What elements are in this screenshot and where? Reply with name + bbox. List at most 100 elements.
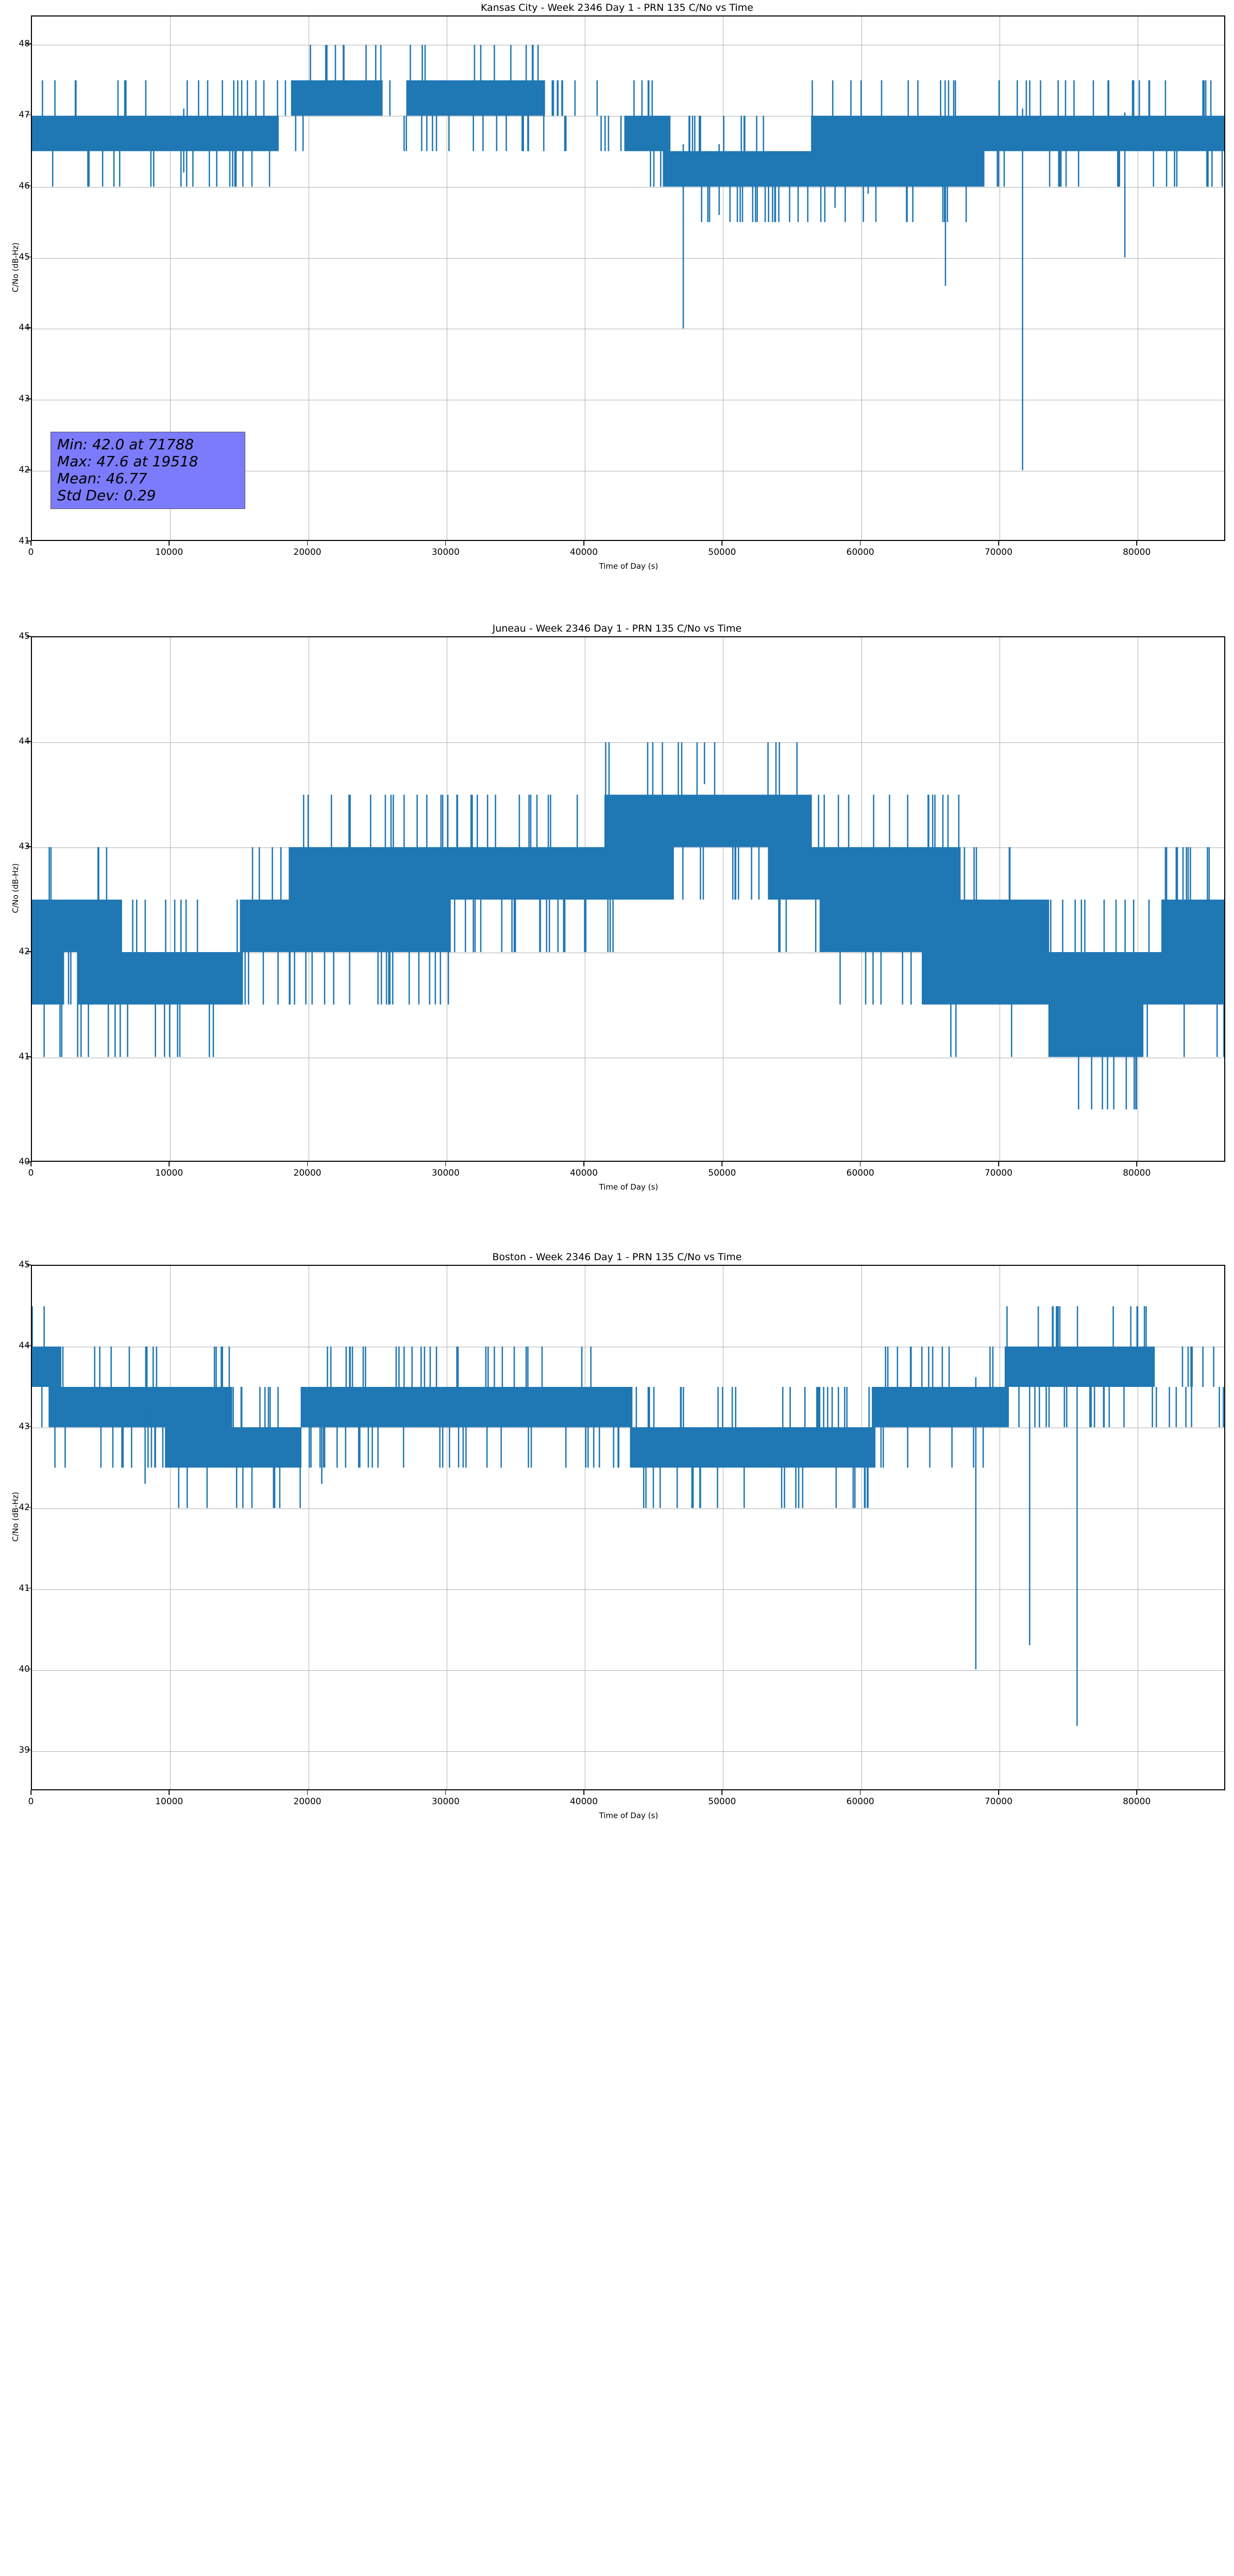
- x-tick-mark: [721, 1162, 723, 1166]
- stats-box-kansas-city: Min: 42.0 at 71788 Max: 47.6 at 19518 Me…: [50, 432, 245, 509]
- y-tick-label: 39: [19, 1744, 30, 1755]
- y-tick-mark: [26, 256, 31, 258]
- x-tick-label: 10000: [155, 547, 183, 557]
- plot-area-boston: [31, 1265, 1225, 1790]
- x-tick-label: 80000: [1123, 547, 1151, 557]
- x-tick-label: 10000: [155, 1797, 183, 1807]
- panel-juneau: Juneau - Week 2346 Day 1 - PRN 135 C/No …: [0, 621, 1234, 1758]
- series-plot-boston: [32, 1306, 1224, 1726]
- y-tick-mark: [26, 636, 31, 637]
- x-tick-mark: [445, 1790, 446, 1795]
- x-tick-label: 70000: [984, 1797, 1013, 1807]
- y-tick-mark: [26, 1507, 31, 1508]
- y-axis-label-kansas-city: C/No (dB-Hz): [11, 242, 20, 293]
- y-tick-label: 41: [19, 1583, 30, 1594]
- x-tick-mark: [859, 541, 861, 546]
- x-tick-mark: [168, 541, 170, 546]
- x-tick-label: 10000: [155, 1168, 183, 1178]
- y-tick-label: 47: [19, 109, 30, 120]
- x-tick-label: 30000: [431, 547, 460, 557]
- y-tick-mark: [26, 398, 31, 400]
- y-tick-label: 42: [19, 946, 30, 957]
- x-tick-label: 20000: [293, 1168, 322, 1178]
- x-tick-label: 60000: [846, 547, 874, 557]
- panel-kansas-city: Kansas City - Week 2346 Day 1 - PRN 135 …: [0, 0, 1234, 608]
- y-tick-label: 45: [19, 631, 30, 641]
- plot-area-juneau: [31, 636, 1225, 1162]
- y-tick-mark: [26, 1345, 31, 1346]
- y-tick-label: 44: [19, 736, 30, 747]
- y-tick-label: 43: [19, 394, 30, 404]
- y-tick-mark: [26, 1749, 31, 1751]
- x-tick-label: 40000: [570, 1168, 598, 1178]
- y-tick-label: 40: [19, 1664, 30, 1674]
- y-tick-mark: [26, 1161, 31, 1162]
- multi-panel-cno-figure: Kansas City - Week 2346 Day 1 - PRN 135 …: [0, 0, 1234, 1820]
- x-axis-label-boston: Time of Day (s): [599, 1811, 658, 1820]
- y-axis-label-boston: C/No (dB-Hz): [11, 1492, 20, 1542]
- stats-min-kansas-city: Min: 42.0 at 71788: [57, 436, 194, 453]
- cno-series-path: [32, 45, 1224, 223]
- y-tick-mark: [26, 469, 31, 470]
- x-tick-mark: [583, 1790, 584, 1795]
- y-tick-label: 45: [19, 251, 30, 262]
- x-tick-mark: [168, 1790, 170, 1795]
- y-tick-mark: [26, 540, 31, 541]
- x-tick-mark: [859, 1162, 861, 1166]
- x-tick-mark: [168, 1162, 170, 1166]
- x-tick-mark: [30, 1790, 31, 1795]
- x-tick-label: 0: [28, 1168, 34, 1178]
- x-tick-label: 50000: [708, 1168, 736, 1178]
- y-tick-mark: [26, 846, 31, 847]
- y-tick-label: 44: [19, 1340, 30, 1351]
- x-tick-label: 70000: [984, 547, 1013, 557]
- x-tick-mark: [445, 541, 446, 546]
- x-tick-mark: [307, 1790, 308, 1795]
- panel-title-juneau: Juneau - Week 2346 Day 1 - PRN 135 C/No …: [492, 623, 742, 634]
- y-tick-label: 40: [19, 1157, 30, 1167]
- x-tick-mark: [1136, 1162, 1138, 1166]
- stats-stddev-kansas-city: Std Dev: 0.29: [57, 487, 156, 504]
- x-tick-label: 30000: [431, 1797, 460, 1807]
- x-tick-label: 80000: [1123, 1168, 1151, 1178]
- x-tick-label: 60000: [846, 1797, 874, 1807]
- y-tick-mark: [26, 741, 31, 742]
- stats-mean-kansas-city: Mean: 46.77: [57, 470, 147, 487]
- y-tick-label: 42: [19, 1502, 30, 1513]
- x-tick-mark: [998, 1790, 999, 1795]
- x-tick-mark: [445, 1162, 446, 1166]
- y-tick-mark: [26, 1426, 31, 1427]
- x-tick-label: 60000: [846, 1168, 874, 1178]
- x-axis-label-kansas-city: Time of Day (s): [599, 562, 658, 571]
- series-plot-kansas-city: [32, 45, 1224, 470]
- panel-boston: Boston - Week 2346 Day 1 - PRN 135 C/No …: [0, 1249, 1234, 1857]
- x-tick-label: 0: [28, 1797, 34, 1807]
- y-tick-mark: [26, 951, 31, 952]
- x-tick-label: 0: [28, 547, 34, 557]
- y-tick-mark: [26, 1668, 31, 1670]
- x-tick-mark: [721, 1790, 723, 1795]
- x-tick-mark: [998, 541, 999, 546]
- x-tick-label: 40000: [570, 1797, 598, 1807]
- y-tick-label: 44: [19, 323, 30, 333]
- x-tick-label: 40000: [570, 547, 598, 557]
- x-tick-label: 30000: [431, 1168, 460, 1178]
- y-tick-label: 45: [19, 1260, 30, 1270]
- panel-title-boston: Boston - Week 2346 Day 1 - PRN 135 C/No …: [492, 1251, 742, 1263]
- y-tick-label: 41: [19, 1052, 30, 1062]
- x-tick-label: 20000: [293, 547, 322, 557]
- y-tick-mark: [26, 114, 31, 115]
- y-axis-label-juneau: C/No (dB-Hz): [11, 863, 20, 913]
- x-tick-mark: [583, 541, 584, 546]
- x-tick-mark: [30, 1162, 31, 1166]
- y-tick-label: 42: [19, 465, 30, 476]
- y-tick-label: 43: [19, 841, 30, 852]
- cno-series-path: [32, 1306, 1224, 1508]
- x-tick-label: 50000: [708, 547, 736, 557]
- x-tick-mark: [307, 541, 308, 546]
- y-tick-label: 48: [19, 39, 30, 49]
- x-tick-mark: [583, 1162, 584, 1166]
- series-plot-juneau: [32, 742, 1224, 1110]
- x-tick-label: 70000: [984, 1168, 1013, 1178]
- x-tick-label: 20000: [293, 1797, 322, 1807]
